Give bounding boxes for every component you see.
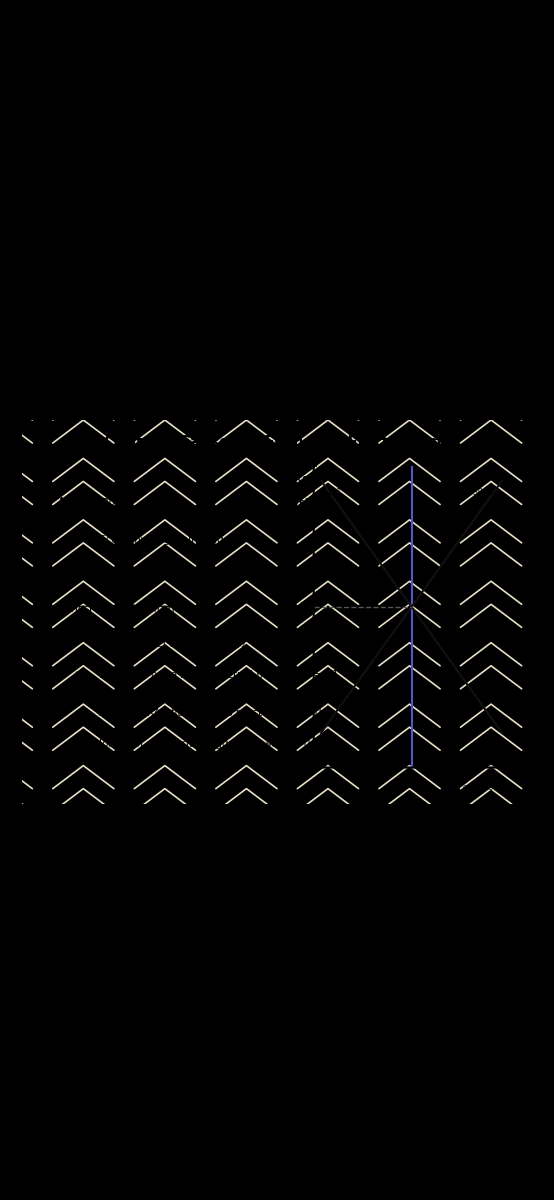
Text: P1: P1 — [299, 602, 309, 611]
Text: ◦: ◦ — [73, 708, 79, 718]
Text: Long-run equilibrium:: Long-run equilibrium: — [58, 605, 178, 614]
Text: SRAS 1: SRAS 1 — [473, 487, 500, 497]
Text: Chpt 20: Causes of Economic Fluctuations: Chpt 20: Causes of Economic Fluctuations — [104, 436, 450, 450]
Text: AD 1: AD 1 — [324, 487, 342, 497]
Text: Natural level of output = Q1: Natural level of output = Q1 — [99, 638, 247, 649]
Text: ◦: ◦ — [73, 535, 79, 545]
Text: •: • — [32, 497, 40, 510]
Text: LRAS 1: LRAS 1 — [398, 451, 425, 460]
Text: ◦: ◦ — [73, 638, 79, 649]
Text: long-run equilibrium aggregate supply (LRAS): long-run equilibrium aggregate supply (L… — [99, 739, 337, 749]
Text: •: • — [32, 605, 40, 617]
Text: level: level — [285, 498, 308, 506]
Text: Q1: Q1 — [406, 780, 417, 788]
Text: Assumption:: Assumption: — [58, 497, 127, 506]
Text: Qty. of Output: Qty. of Output — [463, 785, 512, 791]
Text: Economy begins in long-run: Economy begins in long-run — [99, 535, 245, 545]
Text: Price: Price — [285, 474, 309, 482]
Text: ◦: ◦ — [73, 670, 79, 679]
Text: equilibrium: equilibrium — [99, 566, 158, 576]
Text: AD and SRAS fluctuations must return to the: AD and SRAS fluctuations must return to … — [99, 708, 331, 718]
Text: Expected price level = Actual price level = P1: Expected price level = Actual price leve… — [99, 670, 338, 679]
